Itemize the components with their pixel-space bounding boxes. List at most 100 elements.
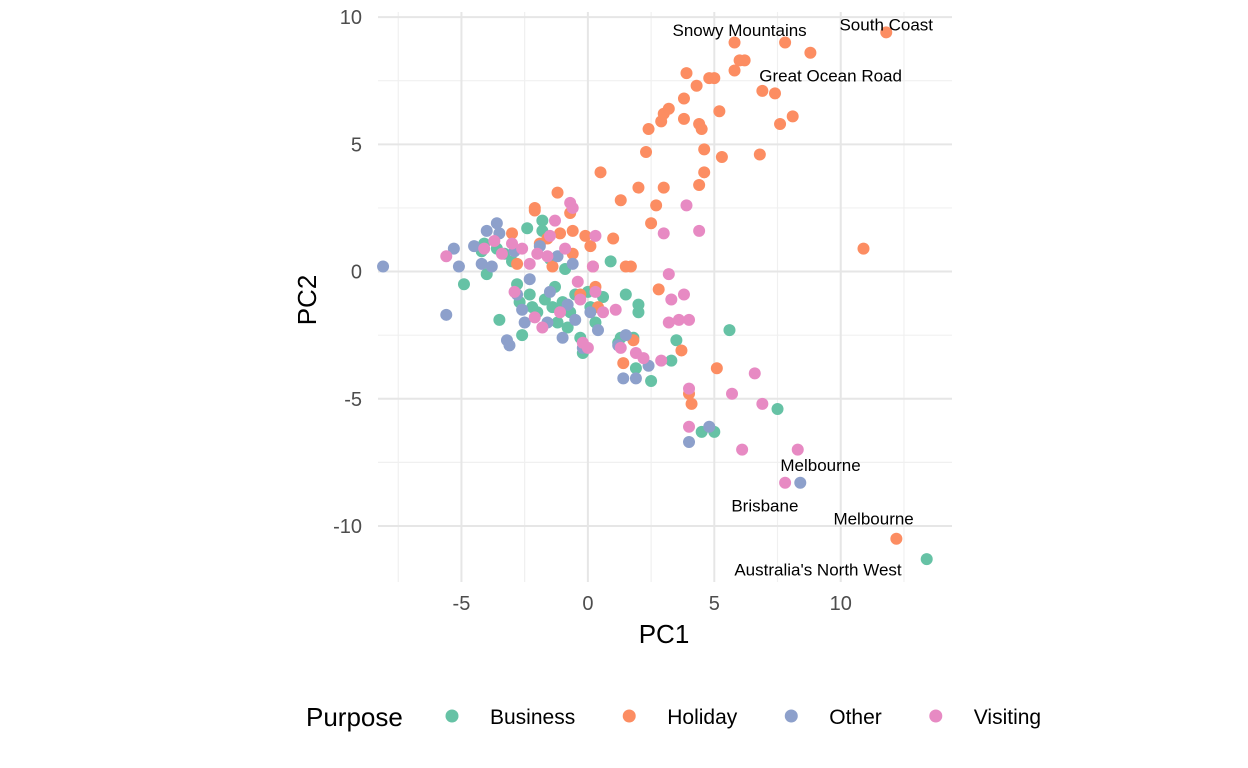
legend-label-other: Other: [829, 706, 882, 729]
point-annotation: Snowy Mountains: [673, 21, 807, 40]
point-business: [523, 288, 536, 301]
point-other: [794, 476, 807, 489]
point-annotation: Great Ocean Road: [759, 67, 902, 86]
point-visiting: [559, 242, 572, 255]
point-other: [475, 257, 488, 270]
point-holiday: [617, 357, 630, 370]
point-other: [683, 436, 696, 449]
point-holiday: [779, 36, 792, 49]
y-axis-title: PC2: [292, 275, 322, 326]
point-visiting: [614, 341, 627, 354]
point-holiday: [786, 110, 799, 123]
point-other: [447, 242, 460, 255]
point-holiday: [624, 260, 637, 273]
point-holiday: [710, 362, 723, 375]
point-other: [377, 260, 390, 273]
point-visiting: [440, 250, 453, 263]
point-holiday: [506, 227, 519, 240]
point-holiday: [728, 36, 741, 49]
point-visiting: [609, 303, 622, 316]
point-holiday: [528, 204, 541, 217]
point-visiting: [662, 268, 675, 281]
point-holiday: [728, 64, 741, 77]
point-business: [645, 374, 658, 387]
point-holiday: [584, 240, 597, 253]
legend-title: Purpose: [306, 702, 403, 732]
point-visiting: [528, 311, 541, 324]
point-visiting: [566, 201, 579, 214]
point-visiting: [683, 313, 696, 326]
point-other: [485, 260, 498, 273]
y-tick-label: 10: [340, 7, 362, 29]
point-visiting: [554, 306, 567, 319]
point-visiting: [748, 367, 761, 380]
tick-label-layer: -5 0 5 10 -10 -5 0 5 10: [333, 7, 852, 615]
point-visiting: [791, 443, 804, 456]
point-other: [468, 240, 481, 253]
x-tick-label: 0: [582, 593, 593, 615]
point-holiday: [708, 72, 721, 85]
point-other: [556, 331, 569, 344]
point-holiday: [657, 181, 670, 194]
point-holiday: [690, 79, 703, 92]
point-holiday: [650, 199, 663, 212]
point-visiting: [655, 354, 668, 367]
point-holiday: [857, 242, 870, 255]
point-business: [551, 316, 564, 329]
point-other: [440, 308, 453, 321]
point-visiting: [549, 214, 562, 227]
legend: Purpose Business Holiday Other Visiting: [306, 702, 1041, 732]
point-holiday: [695, 123, 708, 136]
point-holiday: [675, 344, 688, 357]
point-holiday: [607, 232, 620, 245]
legend-key-holiday: [622, 709, 636, 723]
point-holiday: [554, 227, 567, 240]
legend-key-other: [784, 709, 798, 723]
x-tick-label: 10: [830, 593, 852, 615]
point-annotation: Melbourne: [780, 456, 860, 475]
y-tick-label: -10: [333, 516, 362, 538]
point-business: [632, 298, 645, 311]
point-holiday: [677, 112, 690, 125]
point-other: [543, 285, 556, 298]
point-annotation: Brisbane: [731, 497, 798, 516]
point-business: [723, 324, 736, 337]
point-other: [518, 316, 531, 329]
x-tick-label: 5: [709, 593, 720, 615]
point-other: [503, 339, 516, 352]
point-holiday: [804, 46, 817, 59]
point-other: [523, 273, 536, 286]
point-visiting: [779, 476, 792, 489]
point-other: [629, 372, 642, 385]
point-visiting: [637, 352, 650, 365]
legend-key-visiting: [929, 709, 943, 723]
point-annotation: South Coast: [839, 16, 933, 35]
point-other: [566, 257, 579, 270]
point-visiting: [571, 275, 584, 288]
point-other: [480, 224, 493, 237]
point-business: [516, 329, 529, 342]
point-holiday: [677, 92, 690, 105]
point-business: [604, 255, 617, 268]
point-holiday: [614, 194, 627, 207]
point-holiday: [632, 181, 645, 194]
point-holiday: [680, 67, 693, 80]
point-holiday: [645, 217, 658, 230]
point-visiting: [589, 285, 602, 298]
point-visiting: [683, 420, 696, 433]
point-holiday: [738, 54, 751, 67]
point-holiday: [640, 145, 653, 158]
point-visiting: [736, 443, 749, 456]
point-holiday: [693, 179, 706, 192]
point-holiday: [566, 224, 579, 237]
annotation-layer: Snowy Mountains South Coast Great Ocean Ro…: [673, 16, 934, 580]
point-other: [591, 324, 604, 337]
point-visiting: [665, 293, 678, 306]
point-holiday: [756, 84, 769, 97]
point-visiting: [672, 313, 685, 326]
point-visiting: [495, 247, 508, 260]
y-tick-label: -5: [344, 389, 362, 411]
point-other: [617, 372, 630, 385]
